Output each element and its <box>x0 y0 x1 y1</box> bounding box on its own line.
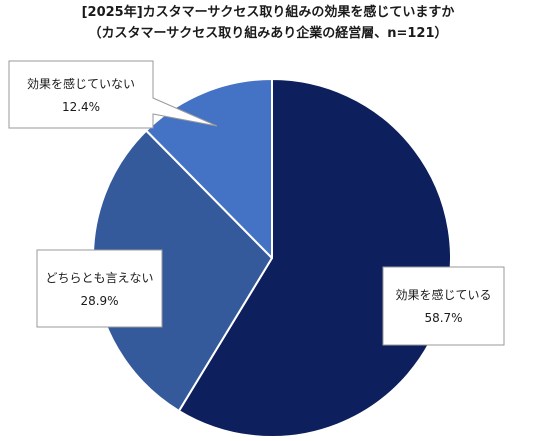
callout-slice-2: どちらとも言えない 28.9% <box>36 249 163 328</box>
chart-title: [2025年]カスタマーサクセス取り組みの効果を感じていますか <box>81 5 455 20</box>
slice-label-3: 効果を感じていない <box>27 76 135 91</box>
chart-subtitle: （カスタマーサクセス取り組みあり企業の経営層、n=121） <box>88 26 448 41</box>
callout-slice-1: 効果を感じている 58.7% <box>382 266 505 346</box>
slice-value-label-3: 12.4% <box>62 100 100 114</box>
slice-value-label-2: 28.9% <box>80 294 118 308</box>
callout-box-slice-1 <box>382 266 505 346</box>
callout-box-slice-2 <box>36 249 163 328</box>
slice-label-1: 効果を感じている <box>395 287 491 302</box>
callout-slice-3: 効果を感じていない 12.4% <box>8 60 218 129</box>
slice-value-label-1: 58.7% <box>424 311 462 325</box>
callout-box-slice-3 <box>8 60 218 129</box>
slice-label-2: どちらとも言えない <box>45 271 153 285</box>
